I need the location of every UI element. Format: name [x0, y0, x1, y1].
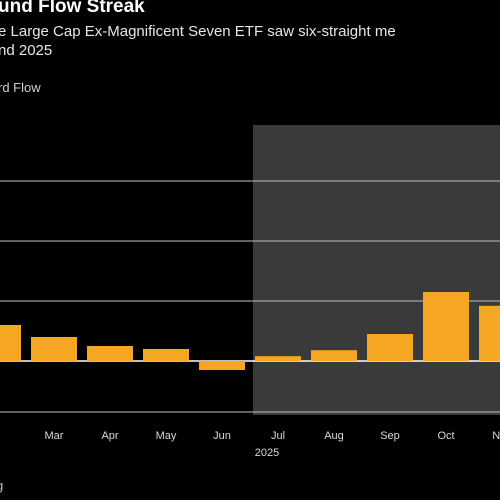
tick-label-layer: Mar Apr May Jun Jul Aug Sep Oct Nov 2025: [45, 430, 500, 459]
chart-title: und Flow Streak: [0, 0, 145, 17]
x-tick-label: Sep: [380, 430, 400, 442]
x-tick-label: Jun: [213, 430, 231, 442]
bar-layer: [0, 292, 500, 370]
bar: [367, 334, 413, 361]
bar: [199, 361, 245, 370]
bar: [143, 349, 189, 361]
bar: [423, 292, 469, 361]
year-label: 2025: [255, 447, 279, 459]
source-note: g: [0, 478, 3, 493]
shaded-region: [253, 125, 500, 415]
x-tick-label: Apr: [101, 430, 118, 442]
subtitle-line-2: nd 2025: [0, 42, 53, 59]
bar: [479, 305, 500, 361]
subtitle-line-1: e Large Cap Ex-Magnificent Seven ETF saw…: [0, 23, 396, 40]
legend-label: rd Flow: [0, 80, 41, 95]
bar: [255, 356, 301, 361]
bar: [311, 350, 357, 361]
bar: [87, 346, 133, 361]
x-tick-label: Mar: [45, 430, 64, 442]
bar: [0, 325, 21, 361]
x-tick-label: Oct: [437, 430, 454, 442]
x-tick-label: Aug: [324, 430, 344, 442]
x-tick-label: Jul: [271, 430, 285, 442]
shaded-region-layer: [253, 125, 500, 415]
chart-subtitle: e Large Cap Ex-Magnificent Seven ETF saw…: [0, 22, 500, 60]
x-tick-label: May: [156, 430, 177, 442]
bar: [31, 337, 77, 361]
gridline-layer: [0, 180, 500, 413]
x-tick-label: Nov: [492, 430, 500, 442]
